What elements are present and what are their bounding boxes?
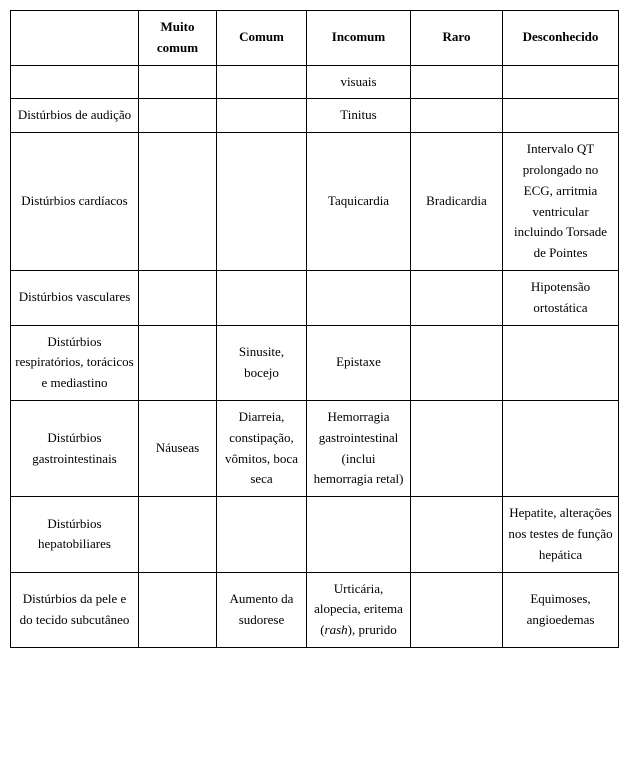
cell-raro xyxy=(411,497,503,572)
table-row: Distúrbios hepatobiliares Hepatite, alte… xyxy=(11,497,619,572)
cell-raro xyxy=(411,400,503,496)
table-body: visuais Distúrbios de audição Tinitus Di… xyxy=(11,65,619,647)
cell-desconhecido xyxy=(503,99,619,133)
cell-comum: Diarreia, constipação, vômitos, boca sec… xyxy=(217,400,307,496)
cell-raro xyxy=(411,325,503,400)
cell-muito-comum: Náuseas xyxy=(139,400,217,496)
row-label: Distúrbios de audição xyxy=(11,99,139,133)
row-label: Distúrbios respiratórios, torácicos e me… xyxy=(11,325,139,400)
col-header-raro: Raro xyxy=(411,11,503,66)
cell-comum: Sinusite, bocejo xyxy=(217,325,307,400)
cell-muito-comum xyxy=(139,65,217,99)
incomum-text-post: ), prurido xyxy=(348,622,397,637)
cell-muito-comum xyxy=(139,270,217,325)
table-header-row: Muito comum Comum Incomum Raro Desconhec… xyxy=(11,11,619,66)
col-header-muito-comum: Muito comum xyxy=(139,11,217,66)
table-row: visuais xyxy=(11,65,619,99)
cell-raro: Bradicardia xyxy=(411,133,503,271)
cell-desconhecido xyxy=(503,400,619,496)
cell-comum xyxy=(217,133,307,271)
incomum-text-italic: rash xyxy=(325,622,348,637)
cell-desconhecido xyxy=(503,65,619,99)
cell-muito-comum xyxy=(139,99,217,133)
row-label: Distúrbios hepatobiliares xyxy=(11,497,139,572)
cell-raro xyxy=(411,99,503,133)
cell-muito-comum xyxy=(139,497,217,572)
cell-incomum: Urticária, alopecia, eritema (rash), pru… xyxy=(307,572,411,647)
table-row: Distúrbios cardíacos Taquicardia Bradica… xyxy=(11,133,619,271)
col-header-desconhecido: Desconhecido xyxy=(503,11,619,66)
cell-muito-comum xyxy=(139,325,217,400)
cell-incomum: Taquicardia xyxy=(307,133,411,271)
cell-raro xyxy=(411,270,503,325)
cell-raro xyxy=(411,572,503,647)
cell-incomum xyxy=(307,497,411,572)
adverse-effects-table: Muito comum Comum Incomum Raro Desconhec… xyxy=(10,10,619,648)
cell-incomum: Tinitus xyxy=(307,99,411,133)
cell-desconhecido xyxy=(503,325,619,400)
cell-muito-comum xyxy=(139,572,217,647)
row-label: Distúrbios gastrointestinais xyxy=(11,400,139,496)
table-row: Distúrbios de audição Tinitus xyxy=(11,99,619,133)
col-header-incomum: Incomum xyxy=(307,11,411,66)
cell-comum xyxy=(217,497,307,572)
row-label: Distúrbios da pele e do tecido subcutâne… xyxy=(11,572,139,647)
table-row: Distúrbios da pele e do tecido subcutâne… xyxy=(11,572,619,647)
cell-desconhecido: Hepatite, alterações nos testes de funçã… xyxy=(503,497,619,572)
cell-incomum: Hemorragia gastrointestinal (inclui hemo… xyxy=(307,400,411,496)
row-label: Distúrbios vasculares xyxy=(11,270,139,325)
table-row: Distúrbios gastrointestinais Náuseas Dia… xyxy=(11,400,619,496)
col-header-category xyxy=(11,11,139,66)
cell-comum xyxy=(217,65,307,99)
cell-desconhecido: Hipotensão ortostática xyxy=(503,270,619,325)
cell-raro xyxy=(411,65,503,99)
cell-desconhecido: Intervalo QT prolongado no ECG, arritmia… xyxy=(503,133,619,271)
cell-incomum: visuais xyxy=(307,65,411,99)
cell-comum xyxy=(217,270,307,325)
cell-incomum: Epistaxe xyxy=(307,325,411,400)
cell-comum: Aumento da sudorese xyxy=(217,572,307,647)
table-row: Distúrbios respiratórios, torácicos e me… xyxy=(11,325,619,400)
cell-incomum xyxy=(307,270,411,325)
row-label xyxy=(11,65,139,99)
table-row: Distúrbios vasculares Hipotensão ortostá… xyxy=(11,270,619,325)
cell-comum xyxy=(217,99,307,133)
cell-muito-comum xyxy=(139,133,217,271)
cell-desconhecido: Equimoses, angioedemas xyxy=(503,572,619,647)
row-label: Distúrbios cardíacos xyxy=(11,133,139,271)
col-header-comum: Comum xyxy=(217,11,307,66)
table-header: Muito comum Comum Incomum Raro Desconhec… xyxy=(11,11,619,66)
